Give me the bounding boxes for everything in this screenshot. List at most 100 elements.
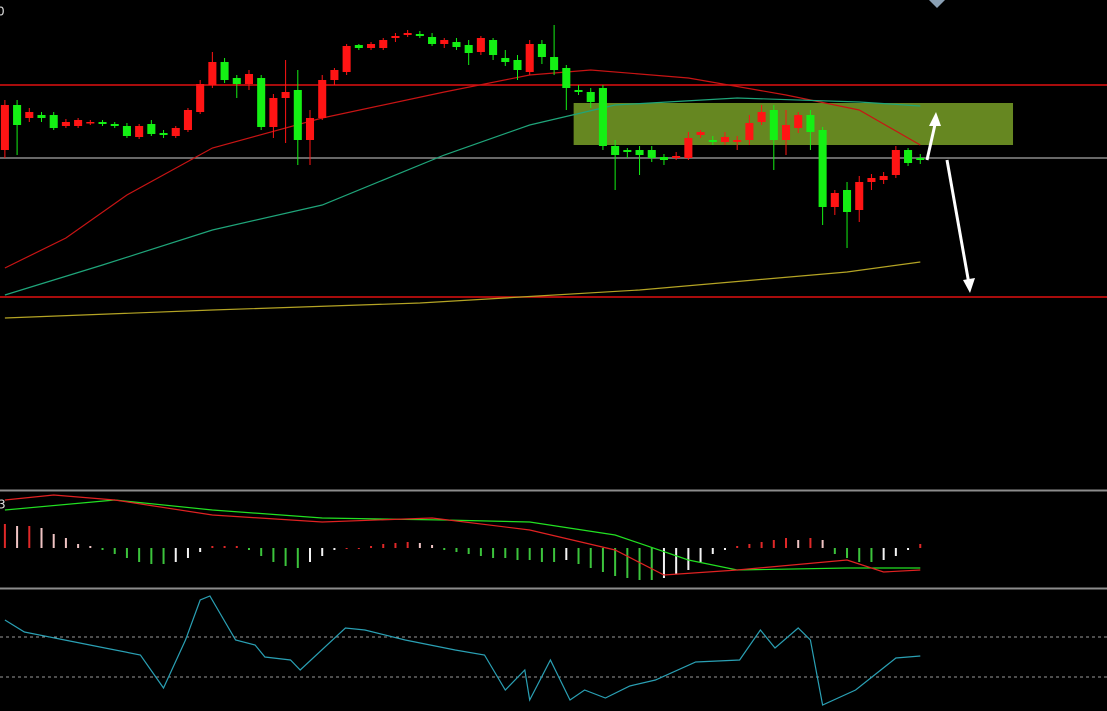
candle-body — [708, 140, 717, 142]
histogram-bar — [870, 548, 873, 562]
histogram-bar — [247, 548, 250, 550]
annotation-arrows — [925, 0, 975, 293]
histogram-bar — [199, 548, 202, 552]
zone — [573, 103, 1014, 145]
histogram-bar — [162, 548, 165, 564]
histogram-bar — [89, 546, 92, 548]
candle-body — [769, 110, 778, 140]
histogram-bar — [882, 548, 885, 560]
candle-body — [281, 92, 290, 98]
candle-body — [208, 62, 217, 85]
histogram-bar — [626, 548, 629, 578]
histogram-bar — [223, 546, 226, 548]
histogram-bar — [272, 548, 275, 562]
candle-body — [330, 70, 339, 80]
candle-body — [354, 45, 363, 48]
histogram-bar — [601, 548, 604, 572]
histogram-bar — [113, 548, 116, 554]
arrow-head — [929, 112, 941, 126]
histogram-bar — [296, 548, 299, 568]
candle-body — [574, 90, 583, 92]
candle-body — [830, 193, 839, 207]
histogram-bar — [833, 548, 836, 554]
candle-body — [74, 120, 83, 126]
histogram-bar — [52, 534, 55, 548]
histogram-bar — [443, 548, 446, 550]
histogram-bar — [40, 528, 43, 548]
candle-body — [537, 44, 546, 57]
candle-body — [428, 37, 437, 44]
oscillator-line — [4, 595, 921, 706]
candle-body — [659, 157, 668, 160]
candle-body — [86, 122, 95, 124]
candle-body — [159, 133, 168, 135]
candle-body — [489, 40, 498, 55]
candle-body — [806, 115, 815, 132]
candle-body — [733, 140, 742, 142]
histogram-bar — [431, 545, 434, 548]
candle-body — [0, 105, 9, 150]
histogram-bar — [736, 546, 739, 548]
histogram-bar — [16, 526, 19, 548]
histogram-bar — [846, 548, 849, 558]
histogram-bar — [528, 548, 531, 560]
candle-body — [403, 33, 412, 35]
candle-body — [623, 150, 632, 152]
histogram-bar — [321, 548, 324, 556]
macd-line — [4, 494, 921, 576]
candle-body — [879, 176, 888, 180]
histogram-bar — [284, 548, 287, 566]
candle-body — [586, 92, 595, 102]
histogram-bar — [101, 548, 104, 550]
candle-body — [110, 124, 119, 126]
candle-body — [464, 45, 473, 53]
histogram-bar — [797, 540, 800, 548]
candle-body — [61, 122, 70, 126]
candle-body — [672, 156, 681, 158]
candle-body — [244, 74, 254, 84]
histogram-bar — [919, 544, 922, 548]
candle-body — [867, 178, 876, 182]
candle-body — [13, 105, 22, 125]
histogram-bar — [565, 548, 568, 560]
histogram-bar — [492, 548, 495, 558]
candle-body — [269, 98, 278, 127]
candle-body — [122, 126, 131, 136]
candle-body — [501, 58, 510, 62]
histogram-bar — [614, 548, 617, 576]
histogram-bar — [760, 542, 763, 548]
candle-body — [855, 182, 864, 210]
candle-body — [183, 110, 192, 130]
candle-body — [647, 150, 656, 158]
histogram-bar — [28, 526, 31, 548]
histogram-bar — [504, 548, 507, 558]
histogram-bar — [235, 546, 238, 548]
candle-body — [818, 130, 827, 207]
histogram-bar — [540, 548, 543, 562]
candle-body — [415, 34, 424, 36]
candle-body — [49, 115, 58, 128]
moving-average — [4, 97, 921, 296]
candle-body — [196, 84, 205, 112]
histogram-bar — [687, 548, 690, 570]
histogram-bar — [907, 548, 910, 550]
histogram-bar — [174, 548, 177, 562]
candle-body — [635, 150, 644, 155]
candle-body — [305, 118, 315, 140]
candle-body — [720, 137, 730, 142]
candle-body — [379, 40, 388, 48]
histogram-bar — [211, 546, 214, 548]
panel-label: 3 — [0, 498, 6, 512]
histogram-bar — [821, 540, 824, 548]
histogram-bar — [589, 548, 592, 568]
histogram-bar — [125, 548, 128, 558]
histogram-bar — [186, 548, 189, 558]
histogram-bar — [260, 548, 263, 556]
candle-body — [916, 158, 925, 160]
moving-average — [4, 69, 921, 269]
panel-label: 0 — [0, 5, 5, 19]
candle-body — [598, 88, 607, 146]
candle-body — [257, 78, 266, 127]
candle-body — [684, 138, 693, 158]
